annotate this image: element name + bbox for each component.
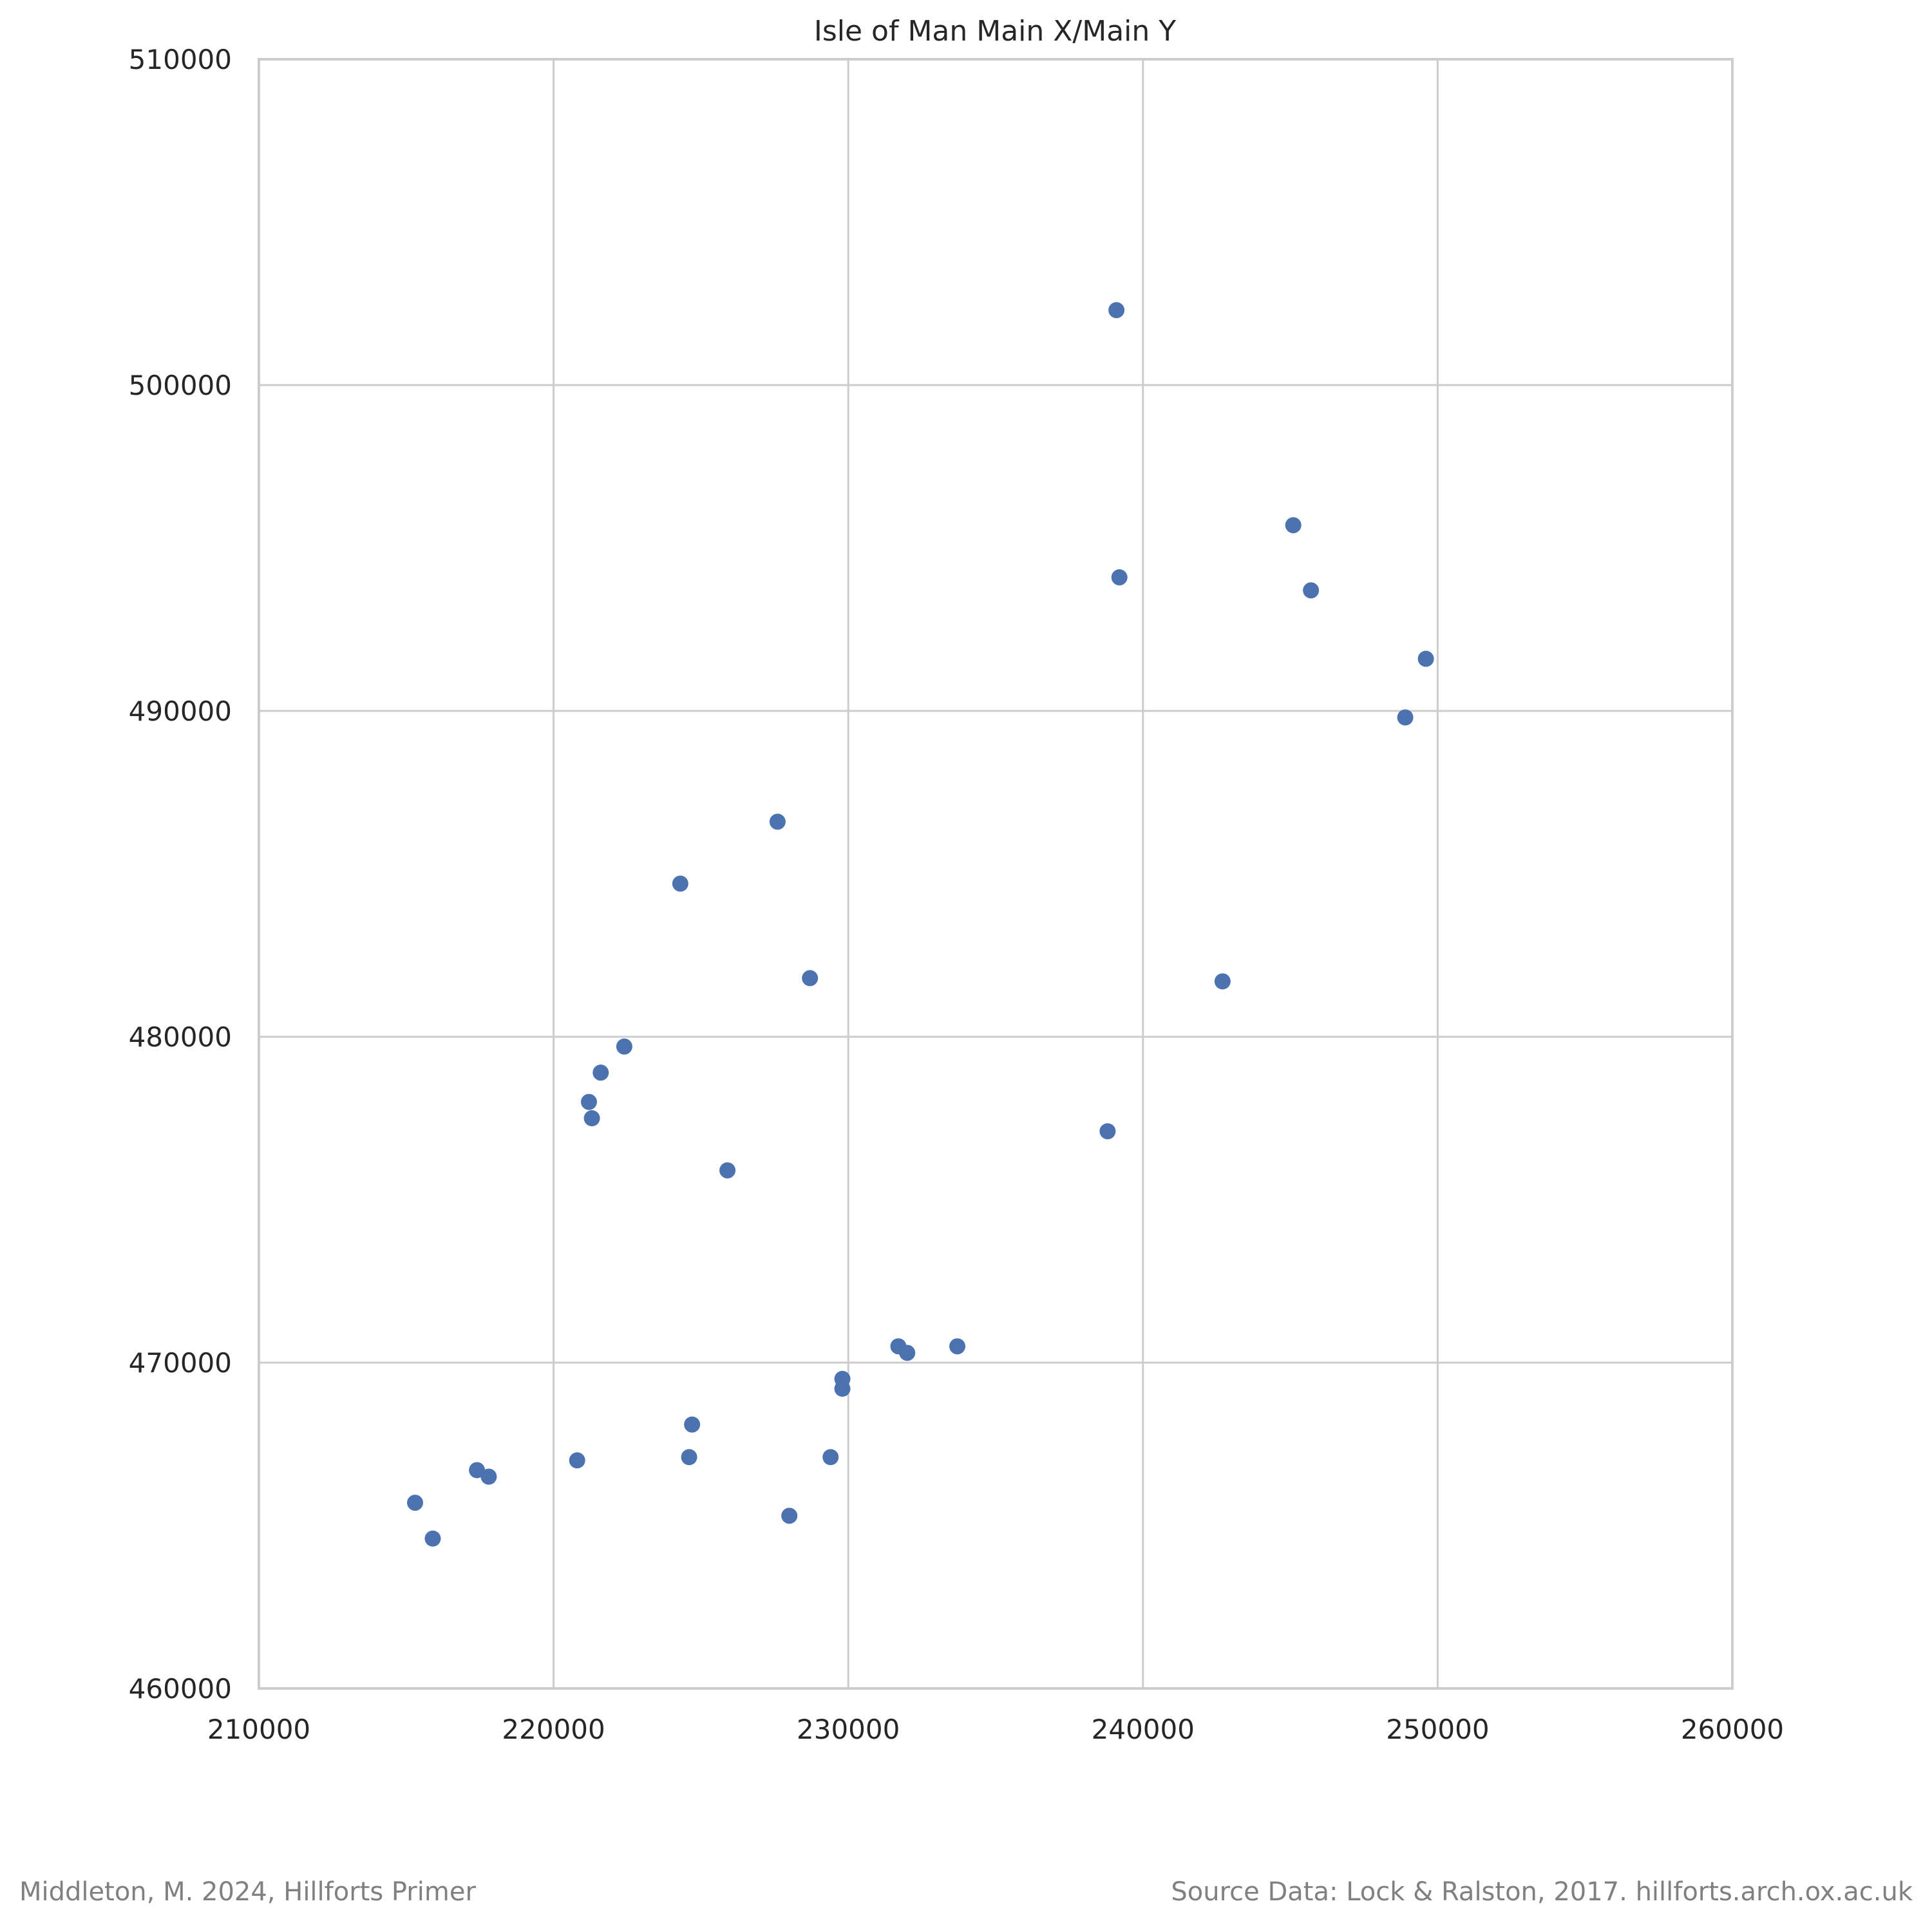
data-point [1397, 709, 1414, 726]
chart-title: Isle of Man Main X/Main Y [814, 15, 1176, 48]
data-point [480, 1468, 497, 1485]
footer-credit-left: Middleton, M. 2024, Hillforts Primer [19, 1877, 476, 1907]
footer-credit-right: Source Data: Lock & Ralston, 2017. hillf… [1171, 1877, 1913, 1907]
plot-frame [258, 58, 1734, 1690]
data-point [583, 1110, 600, 1126]
y-tick-label: 500000 [129, 370, 232, 401]
x-tick-label: 220000 [502, 1714, 605, 1745]
grid-lines [258, 58, 1734, 1690]
x-tick-label: 260000 [1681, 1714, 1784, 1745]
data-point [1111, 569, 1128, 586]
data-point [719, 1162, 736, 1178]
data-point [899, 1345, 916, 1361]
data-point [616, 1038, 632, 1055]
data-point [407, 1495, 424, 1511]
data-point [822, 1449, 839, 1466]
data-point [569, 1452, 585, 1469]
data-point [949, 1338, 966, 1355]
data-point [1417, 650, 1434, 667]
data-point [592, 1064, 609, 1081]
data-point [684, 1416, 701, 1433]
y-tick-label: 480000 [129, 1021, 232, 1053]
x-tick-label: 240000 [1092, 1714, 1195, 1745]
y-tick-label: 510000 [129, 44, 232, 75]
y-tick-label: 460000 [129, 1673, 232, 1705]
data-point [781, 1508, 798, 1524]
data-point [802, 970, 819, 987]
data-point [1303, 582, 1320, 599]
data-point [1099, 1123, 1116, 1140]
data-point [681, 1449, 697, 1466]
data-point [769, 813, 786, 830]
data-point [469, 1462, 486, 1479]
axis-tick-labels: 210000 220000 230000 240000 250000 260000 4600… [129, 44, 1785, 1745]
x-tick-label: 250000 [1386, 1714, 1489, 1745]
y-tick-label: 490000 [129, 695, 232, 727]
data-point [581, 1093, 598, 1110]
x-tick-label: 210000 [207, 1714, 310, 1745]
data-point [834, 1380, 851, 1397]
x-tick-label: 230000 [797, 1714, 900, 1745]
data-point [672, 875, 688, 892]
data-point [1108, 302, 1125, 319]
data-point [424, 1530, 441, 1547]
data-points [407, 302, 1434, 1547]
data-point [1285, 517, 1302, 534]
y-tick-label: 470000 [129, 1347, 232, 1379]
data-point [1214, 973, 1231, 990]
